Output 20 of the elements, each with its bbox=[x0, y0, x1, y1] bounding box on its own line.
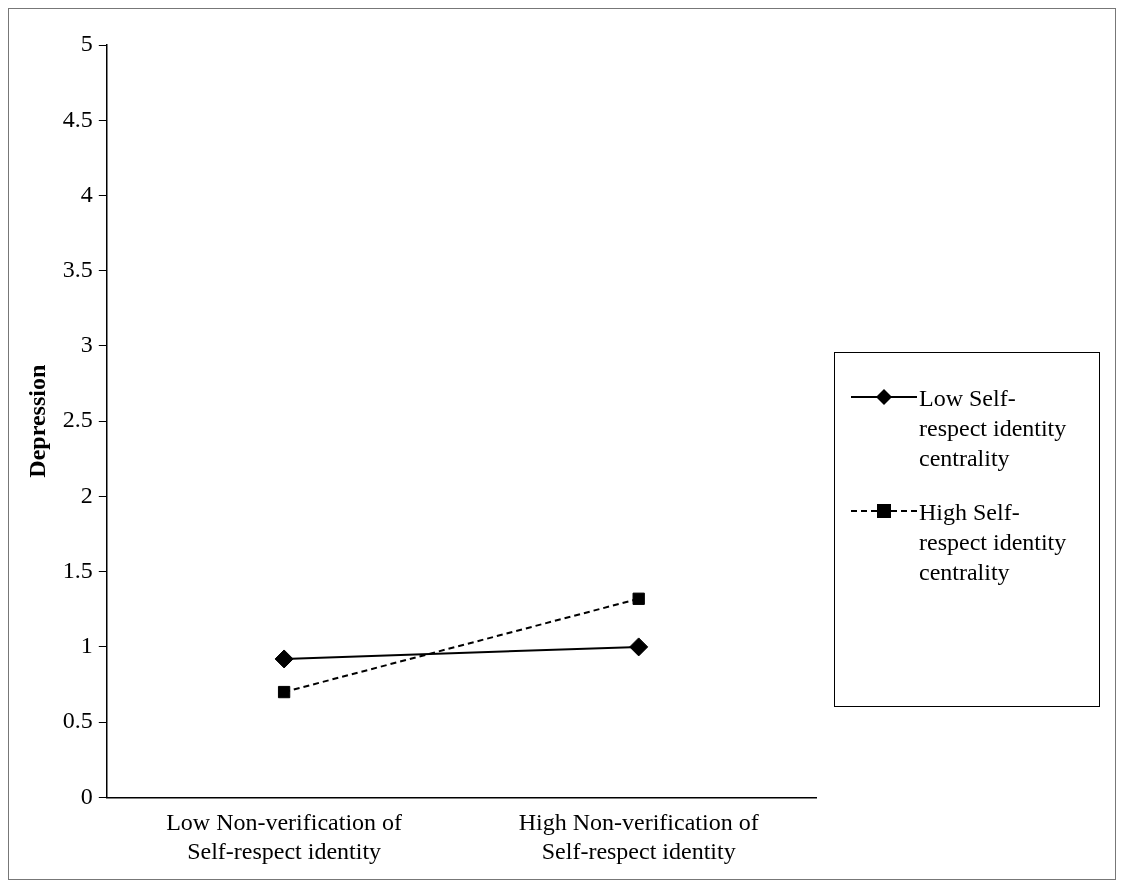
point bbox=[277, 685, 291, 699]
y-tick-label: 2 bbox=[80, 481, 93, 508]
y-tick-label: 4 bbox=[80, 180, 93, 207]
y-tick-label: 2.5 bbox=[62, 406, 93, 433]
point bbox=[274, 649, 294, 669]
y-tick-label: 1.5 bbox=[62, 556, 93, 583]
x-tick-label: High Non-verification of Self-respect identity bbox=[518, 809, 759, 864]
y-tick-label: 3 bbox=[80, 331, 93, 358]
x-tick-label: Low Non-verification of Self-respect identity bbox=[166, 809, 403, 864]
y-tick-label: 1 bbox=[80, 632, 93, 659]
point bbox=[629, 637, 649, 657]
y-tick-label: 5 bbox=[80, 30, 93, 57]
point bbox=[632, 592, 645, 605]
y-tick-label: 3.5 bbox=[62, 256, 93, 283]
legend-label: High Self-respect identity centrality bbox=[919, 498, 1068, 587]
y-tick-label: 0.5 bbox=[62, 707, 93, 734]
y-tick-label: 0 bbox=[80, 782, 93, 809]
y-tick-label: 4.5 bbox=[62, 105, 93, 132]
y-axis-title: Depression bbox=[23, 364, 50, 478]
legend-label: Low Self-respect identity centrality bbox=[919, 384, 1068, 473]
